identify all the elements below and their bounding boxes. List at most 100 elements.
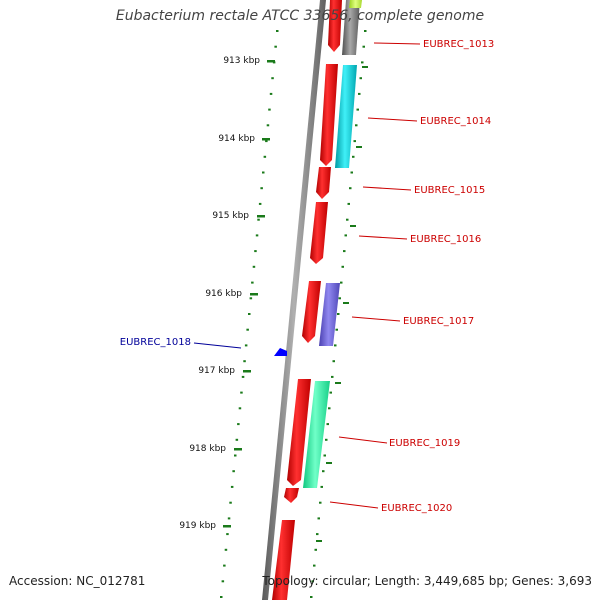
- ruler-minor-tick: [352, 155, 355, 158]
- ruler-minor-tick: [232, 470, 235, 473]
- ruler-minor-tick: [341, 265, 344, 268]
- gene-features: [272, 0, 342, 600]
- map-title: Eubacterium rectale ATCC 33656, complete…: [115, 8, 485, 24]
- ruler-minor-tick: [252, 265, 256, 268]
- ruler-minor-tick: [227, 517, 231, 520]
- ruler-minor-tick: [221, 580, 225, 583]
- gene-feature[interactable]: [284, 488, 299, 503]
- label-leaders: [329, 42, 421, 509]
- gene-feature[interactable]: [302, 281, 321, 343]
- ruler-minor-tick: [347, 202, 350, 205]
- genome-backbone: [262, 0, 326, 600]
- ruler-minor-tick: [343, 250, 346, 253]
- gene-feature[interactable]: [328, 0, 342, 52]
- ruler-minor-tick: [274, 45, 277, 48]
- ruler-ticks-right: [310, 30, 367, 598]
- ruler-minor-tick: [322, 470, 325, 473]
- ruler-minor-tick: [332, 360, 335, 363]
- ruler-minor-tick: [331, 375, 334, 378]
- gene-label[interactable]: EUBREC_1015: [414, 185, 485, 196]
- ruler-minor-tick: [316, 533, 319, 536]
- ruler-minor-tick: [224, 548, 228, 551]
- ruler-minor-tick: [230, 485, 234, 488]
- accession-text: Accession: NC_012781: [9, 574, 146, 588]
- ruler-major-tick: [223, 525, 231, 528]
- ruler-minor-tick: [223, 564, 226, 567]
- gene-label[interactable]: EUBREC_1018: [120, 337, 191, 348]
- cog-feature-cyan[interactable]: [335, 65, 357, 168]
- ruler-minor-tick: [248, 313, 251, 315]
- gene-feature[interactable]: [272, 520, 295, 600]
- ruler-minor-tick: [255, 234, 259, 237]
- ruler-label: 916 kbp: [205, 289, 242, 299]
- ruler-minor-tick: [335, 328, 338, 331]
- gene-label[interactable]: EUBREC_1014: [420, 116, 491, 127]
- ruler-minor-tick: [263, 155, 267, 158]
- ruler-minor-tick: [238, 407, 242, 410]
- ruler-minor-tick: [249, 297, 253, 300]
- cog-feature-gray[interactable]: [342, 0, 360, 55]
- ruler-minor-tick: [265, 140, 268, 143]
- ruler-major-tick: [267, 60, 275, 63]
- ruler-minor-tick: [235, 438, 239, 441]
- ruler-minor-tick: [241, 375, 245, 378]
- ruler-minor-tick: [251, 281, 254, 284]
- ruler-minor-tick: [258, 202, 262, 205]
- ruler-minor-tick: [362, 45, 365, 48]
- genome-summary-text: Topology: circular; Length: 3,449,685 bp…: [262, 574, 592, 588]
- ruler-minor-tick: [260, 187, 263, 190]
- outer-track-ticks: [316, 66, 368, 542]
- ruler-minor-tick: [358, 92, 361, 95]
- ruler-minor-tick: [257, 218, 260, 221]
- ruler-minor-tick: [240, 391, 243, 394]
- ruler-minor-tick: [262, 171, 265, 174]
- ruler-major-tick: [262, 138, 270, 141]
- ruler-major-tick: [234, 448, 242, 451]
- gene-feature[interactable]: [316, 167, 331, 199]
- ruler-minor-tick: [353, 140, 356, 143]
- ruler-minor-tick: [320, 485, 323, 488]
- ruler-minor-tick: [323, 454, 326, 457]
- ruler-minor-tick: [314, 548, 317, 551]
- ruler-minor-tick: [337, 313, 340, 315]
- cog-feature-seafoam[interactable]: [303, 381, 330, 488]
- ruler-minor-tick: [244, 344, 248, 347]
- ruler-major-tick: [250, 293, 258, 296]
- ruler-minor-tick: [237, 423, 240, 426]
- ruler-minor-tick: [326, 423, 329, 426]
- gene-feature[interactable]: [310, 202, 328, 264]
- ruler: 913 kbp 914 kbp 915 kbp 916 kbp 917 kbp …: [179, 56, 275, 531]
- gene-feature[interactable]: [320, 64, 338, 166]
- gene-label[interactable]: EUBREC_1019: [389, 438, 460, 449]
- ruler-minor-tick: [234, 454, 237, 457]
- gene-label[interactable]: EUBREC_1017: [403, 316, 474, 327]
- cog-feature-yellow-green[interactable]: [349, 0, 362, 8]
- ruler-minor-tick: [266, 124, 270, 127]
- ruler-minor-tick: [246, 328, 249, 331]
- ruler-minor-tick: [329, 391, 332, 394]
- gene-label[interactable]: EUBREC_1013: [423, 39, 494, 50]
- ruler-minor-tick: [350, 171, 353, 174]
- ruler-minor-tick: [361, 61, 364, 64]
- ruler-minor-tick: [268, 108, 271, 111]
- gene-label[interactable]: EUBREC_1020: [381, 503, 452, 514]
- ruler-minor-tick: [276, 30, 279, 32]
- reverse-gene-marker[interactable]: [274, 348, 287, 356]
- ruler-minor-tick: [340, 281, 343, 284]
- ruler-minor-tick: [271, 77, 274, 80]
- ruler-minor-tick: [338, 297, 341, 300]
- ruler-label: 917 kbp: [198, 366, 235, 376]
- ruler-minor-tick: [325, 438, 328, 441]
- ruler-minor-tick: [328, 407, 331, 410]
- ruler-minor-tick: [226, 533, 229, 536]
- ruler-minor-tick: [254, 250, 257, 253]
- ruler-major-tick: [243, 370, 251, 373]
- gene-label[interactable]: EUBREC_1016: [410, 234, 481, 245]
- gene-feature[interactable]: [287, 379, 311, 486]
- ruler-minor-tick: [349, 187, 352, 190]
- ruler-minor-tick: [356, 108, 359, 111]
- cog-feature-purple[interactable]: [319, 283, 340, 346]
- ruler-label: 915 kbp: [212, 211, 249, 221]
- ruler-minor-tick: [311, 580, 314, 583]
